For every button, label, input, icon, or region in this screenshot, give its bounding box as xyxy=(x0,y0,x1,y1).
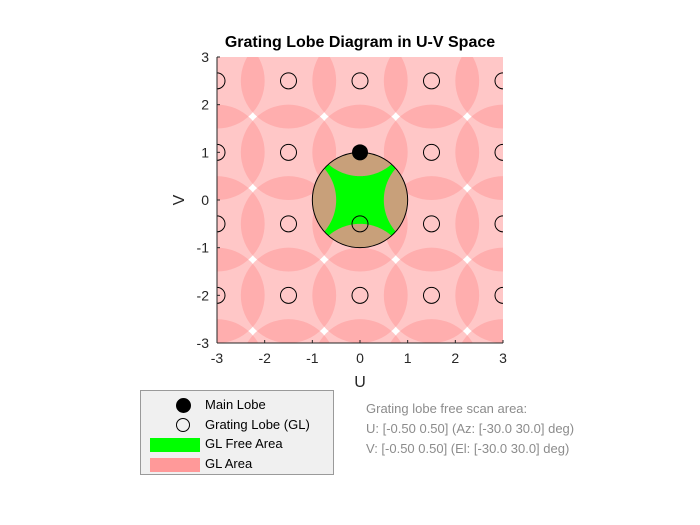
grating-lobe-marker xyxy=(423,72,440,90)
gl-area-circle xyxy=(312,57,408,129)
y-tick-label: -3 xyxy=(197,335,210,351)
x-tick-label: 2 xyxy=(451,350,459,366)
gl-free-area-swatch xyxy=(150,438,200,452)
y-axis-label: V xyxy=(171,194,188,205)
gl-area-circle xyxy=(98,33,193,128)
legend-label: Main Lobe xyxy=(205,397,266,412)
grating-lobe-marker xyxy=(217,286,226,304)
gl-area-circle xyxy=(527,176,622,271)
y-tick-label: -2 xyxy=(197,287,210,303)
x-tick-label: -2 xyxy=(258,350,271,366)
x-tick-label: 3 xyxy=(499,350,507,366)
gl-area-circle xyxy=(240,104,337,200)
grating-lobe-marker xyxy=(494,72,503,90)
scan-area-annotation: Grating lobe free scan area: U: [-0.50 0… xyxy=(366,399,574,459)
legend: Main Lobe Grating Lobe (GL) GL Free Area… xyxy=(140,390,334,475)
grating-lobe-marker xyxy=(280,215,297,233)
y-tick-labels: 3 2 1 0 -1 -2 -3 xyxy=(197,49,210,351)
legend-label: Grating Lobe (GL) xyxy=(205,417,310,432)
grating-lobe-marker xyxy=(217,72,226,90)
gl-area-circle xyxy=(240,57,337,129)
grating-lobe-marker xyxy=(494,215,503,233)
gl-area-circle xyxy=(527,0,622,57)
grating-lobe-marker xyxy=(494,286,503,304)
grating-lobe-marker xyxy=(351,72,369,90)
legend-label: GL Area xyxy=(205,456,253,471)
gl-area-circle xyxy=(98,248,193,343)
grating-lobe-marker xyxy=(494,143,503,161)
annotation-line: U: [-0.50 0.50] (Az: [-30.0 30.0] deg) xyxy=(366,421,575,436)
gl-area-circle xyxy=(240,247,337,343)
gl-area-circle xyxy=(383,57,480,129)
grating-lobe-marker xyxy=(176,418,190,432)
gl-area-circle xyxy=(455,57,503,129)
legend-item-main-lobe: Main Lobe xyxy=(141,395,335,415)
legend-item-grating-lobe: Grating Lobe (GL) xyxy=(141,415,335,435)
gl-area-circle xyxy=(527,33,622,128)
plot-area xyxy=(98,0,622,343)
markers xyxy=(217,72,503,304)
main-lobe-marker xyxy=(352,144,368,161)
grating-lobe-marker xyxy=(351,286,369,304)
grating-lobe-marker xyxy=(423,143,440,161)
chart-title: Grating Lobe Diagram in U-V Space xyxy=(225,34,495,51)
gl-area-circle xyxy=(527,248,622,343)
gl-area-circle xyxy=(455,104,503,200)
gl-area-circle xyxy=(98,0,193,57)
grating-lobe-marker xyxy=(280,143,297,161)
gl-area-circle xyxy=(98,176,193,271)
x-axis-label: U xyxy=(354,374,366,391)
grating-lobe-marker xyxy=(280,72,297,90)
main-lobe-marker xyxy=(176,398,191,413)
gl-free-area xyxy=(324,164,396,236)
legend-label: GL Free Area xyxy=(205,436,283,451)
gl-area-circle xyxy=(455,247,503,343)
axes xyxy=(216,56,504,344)
gl-area-circle xyxy=(383,104,480,200)
legend-item-gl-area: GL Area xyxy=(141,454,335,474)
annotation-line: Grating lobe free scan area: xyxy=(366,401,528,416)
gl-area-circle xyxy=(455,176,503,272)
gl-area-circle xyxy=(98,105,193,200)
annotation-line: V: [-0.50 0.50] (El: [-30.0 30.0] deg) xyxy=(366,441,570,456)
y-tick-label: 2 xyxy=(201,97,209,113)
y-tick-label: 0 xyxy=(201,192,209,208)
legend-item-gl-free-area: GL Free Area xyxy=(141,434,335,454)
grating-lobe-marker xyxy=(280,286,297,304)
grating-lobe-marker xyxy=(351,215,369,233)
x-tick-label: -3 xyxy=(211,350,224,366)
y-tick-label: 1 xyxy=(201,144,209,160)
x-tick-label: 0 xyxy=(356,350,364,366)
gl-area-swatch xyxy=(150,458,200,472)
x-tick-label: -1 xyxy=(306,350,319,366)
x-tick-labels: -3 -2 -1 0 1 2 3 xyxy=(211,350,507,366)
gl-area-circle xyxy=(312,247,408,343)
gl-area-circle xyxy=(383,247,480,343)
grating-lobe-marker xyxy=(217,143,226,161)
gl-area-circle xyxy=(527,105,622,200)
y-tick-label: 3 xyxy=(201,49,209,65)
grating-lobe-marker xyxy=(423,215,440,233)
y-tick-label: -1 xyxy=(197,240,210,256)
grating-lobe-marker xyxy=(217,215,226,233)
visible-region xyxy=(311,151,409,249)
grating-lobe-marker xyxy=(423,286,440,304)
x-tick-label: 1 xyxy=(404,350,412,366)
